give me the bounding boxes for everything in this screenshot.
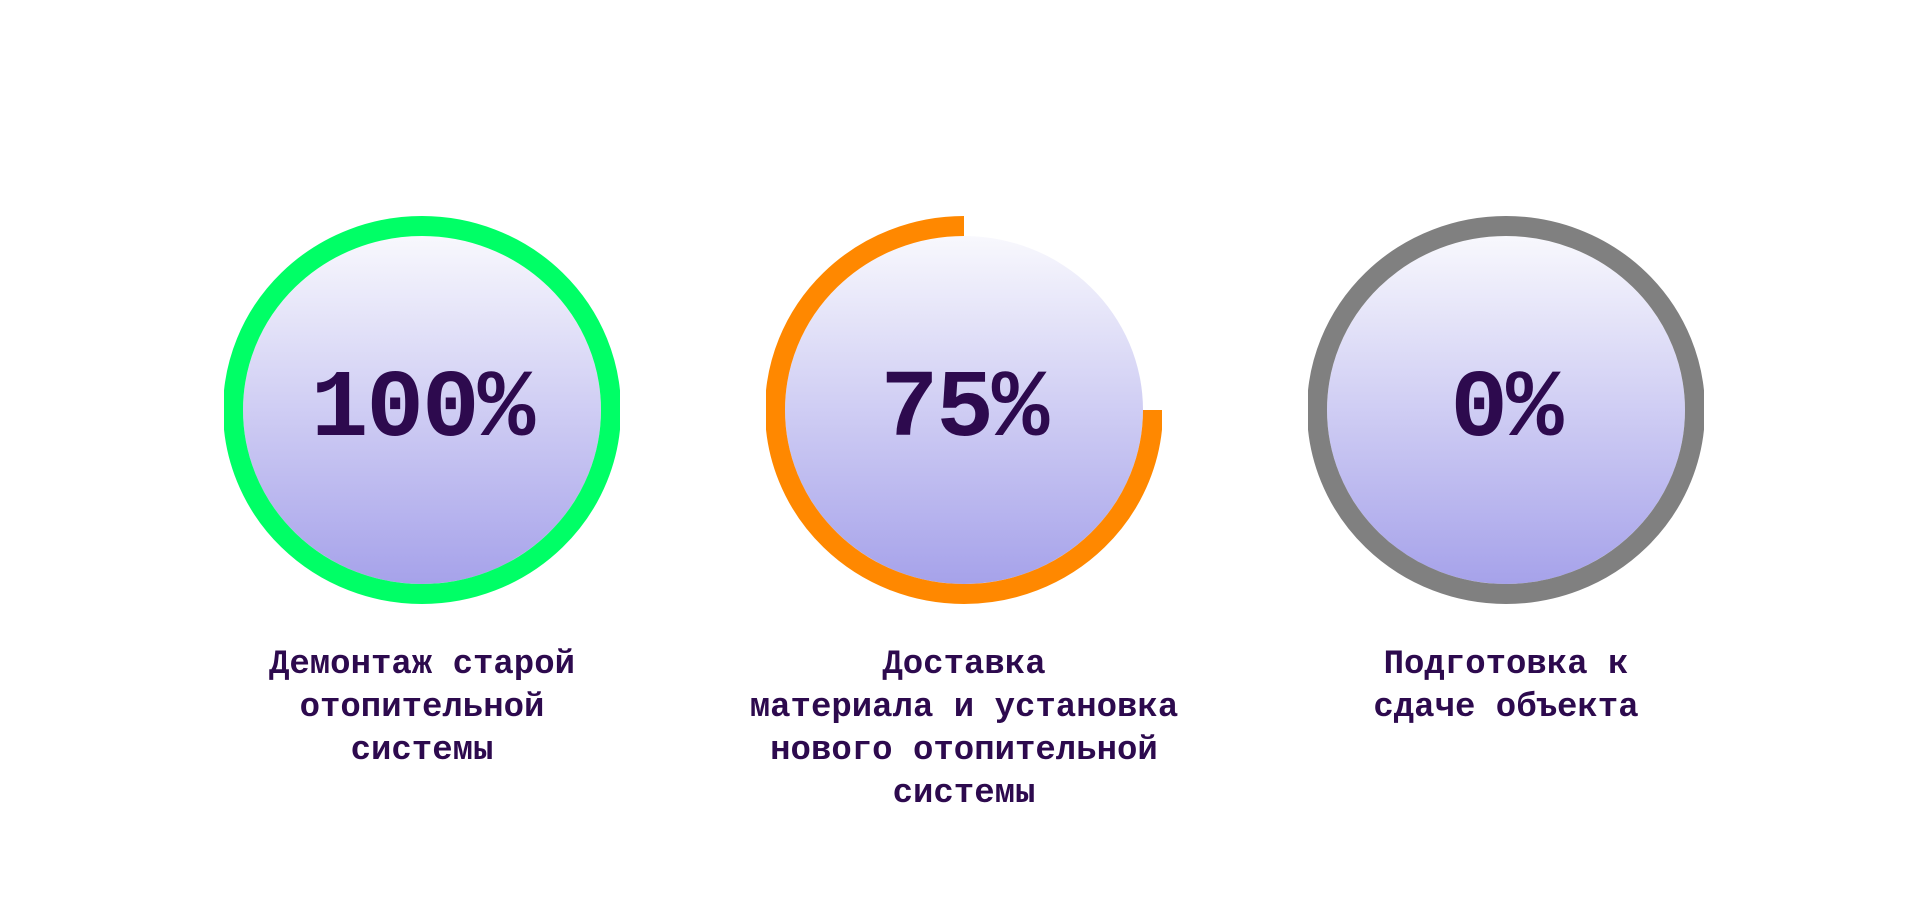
- progress-ring-graphic-handover: [1308, 216, 1704, 604]
- progress-ring-graphic-installation: [766, 216, 1162, 604]
- stage-label-handover: Подготовка к сдаче объекта: [1373, 646, 1639, 727]
- progress-ring-installation: 75%: [766, 216, 1162, 604]
- ring-fill-handover: [1327, 236, 1685, 584]
- ring-fill-dismantling: [243, 236, 601, 584]
- percent-value-installation: 75%: [880, 355, 1050, 464]
- progress-item-handover: 0% Подготовка к сдаче объекта: [1246, 0, 1766, 900]
- ring-fill-installation: [785, 236, 1143, 584]
- percent-value-dismantling: 100%: [310, 355, 535, 464]
- progress-ring-graphic-dismantling: [224, 216, 620, 604]
- ring-arc-installation: [766, 216, 1162, 604]
- percent-value-handover: 0%: [1450, 355, 1563, 464]
- progress-ring-handover: 0%: [1308, 216, 1704, 604]
- progress-item-installation: 75% Доставка материала и установка новог…: [704, 0, 1224, 900]
- ring-arc-handover: [1308, 216, 1704, 604]
- progress-ring-dismantling: 100%: [224, 216, 620, 604]
- ring-arc-dismantling: [224, 216, 620, 604]
- progress-item-dismantling: 100% Демонтаж старой отопительной систем…: [162, 0, 682, 900]
- stage-label-dismantling: Демонтаж старой отопительной системы: [268, 646, 576, 770]
- stage-label-installation: Доставка материала и установка нового от…: [749, 646, 1179, 813]
